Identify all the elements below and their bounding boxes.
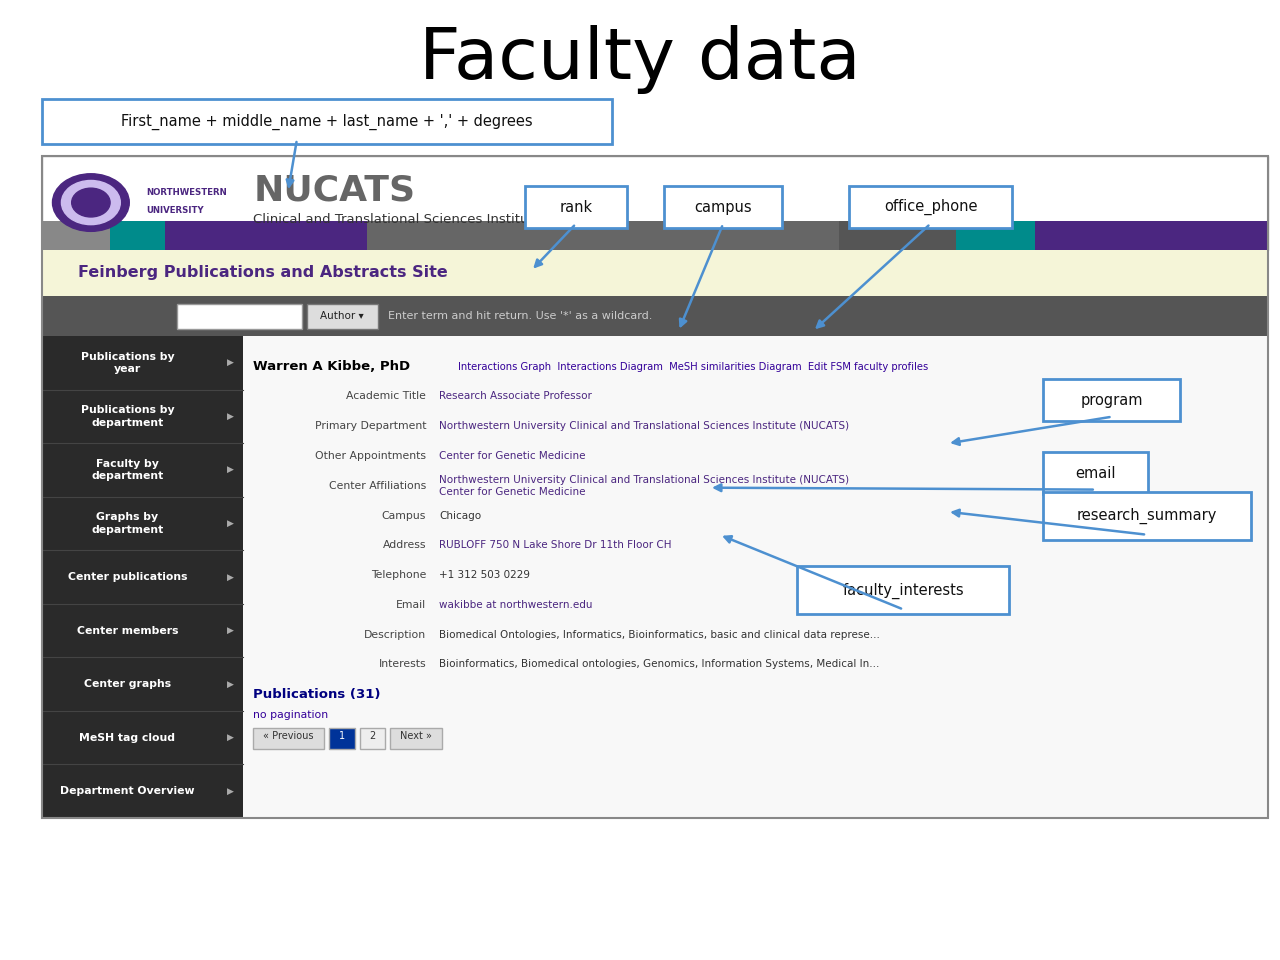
FancyBboxPatch shape [1043, 379, 1180, 421]
FancyBboxPatch shape [367, 221, 840, 250]
FancyBboxPatch shape [1043, 492, 1251, 540]
FancyBboxPatch shape [243, 336, 1268, 818]
Text: Enter term and hit return. Use '*' as a wildcard.: Enter term and hit return. Use '*' as a … [388, 311, 653, 321]
FancyBboxPatch shape [177, 304, 302, 329]
Text: ▶: ▶ [227, 733, 234, 742]
Text: Telephone: Telephone [371, 570, 426, 580]
Text: Clinical and Translational Sciences Institute: Clinical and Translational Sciences Inst… [253, 213, 543, 227]
Circle shape [52, 174, 129, 231]
Text: Center graphs: Center graphs [83, 679, 172, 689]
Text: no pagination: no pagination [253, 710, 329, 720]
FancyBboxPatch shape [1036, 221, 1268, 250]
FancyBboxPatch shape [1043, 452, 1148, 494]
Text: ▶: ▶ [227, 626, 234, 635]
Text: RUBLOFF 750 N Lake Shore Dr 11th Floor CH: RUBLOFF 750 N Lake Shore Dr 11th Floor C… [439, 540, 672, 550]
Text: MeSH tag cloud: MeSH tag cloud [79, 732, 175, 743]
Text: Center Affiliations: Center Affiliations [329, 481, 426, 491]
Text: Publications by
year: Publications by year [81, 351, 174, 374]
Text: Publications by
department: Publications by department [81, 405, 174, 427]
Text: 2: 2 [370, 732, 375, 741]
FancyBboxPatch shape [42, 336, 1268, 818]
Text: Primary Department: Primary Department [315, 421, 426, 431]
Text: campus: campus [694, 200, 753, 215]
Text: +1 312 503 0229: +1 312 503 0229 [439, 570, 530, 580]
Text: Publications (31): Publications (31) [253, 687, 381, 701]
Text: Author ▾: Author ▾ [320, 311, 364, 321]
Text: Next »: Next » [401, 732, 431, 741]
FancyBboxPatch shape [253, 728, 324, 749]
Text: ▶: ▶ [227, 358, 234, 368]
Circle shape [72, 188, 110, 217]
Text: ▶: ▶ [227, 786, 234, 796]
Text: Email: Email [396, 600, 426, 610]
Text: ▶: ▶ [227, 572, 234, 582]
Text: Graphs by
department: Graphs by department [91, 513, 164, 535]
Text: Department Overview: Department Overview [60, 786, 195, 796]
Text: ▶: ▶ [227, 412, 234, 420]
Text: UNIVERSITY: UNIVERSITY [146, 205, 204, 215]
FancyBboxPatch shape [42, 156, 1268, 250]
Text: Chicago: Chicago [439, 511, 481, 520]
Text: rank: rank [559, 200, 593, 215]
Text: ▶: ▶ [227, 519, 234, 528]
FancyBboxPatch shape [329, 728, 355, 749]
FancyBboxPatch shape [165, 221, 367, 250]
FancyBboxPatch shape [390, 728, 442, 749]
FancyBboxPatch shape [307, 304, 378, 329]
FancyBboxPatch shape [956, 221, 1036, 250]
Text: Center publications: Center publications [68, 572, 187, 582]
Text: Center for Genetic Medicine: Center for Genetic Medicine [439, 451, 585, 461]
Text: Interactions Graph  Interactions Diagram  MeSH similarities Diagram  Edit FSM fa: Interactions Graph Interactions Diagram … [458, 362, 928, 372]
Text: program: program [1080, 393, 1143, 408]
Text: Northwestern University Clinical and Translational Sciences Institute (NUCATS)
C: Northwestern University Clinical and Tra… [439, 475, 849, 496]
FancyBboxPatch shape [360, 728, 385, 749]
Text: ▶: ▶ [227, 680, 234, 688]
Text: Interests: Interests [379, 660, 426, 669]
FancyBboxPatch shape [42, 250, 1268, 296]
Text: Warren A Kibbe, PhD: Warren A Kibbe, PhD [253, 360, 411, 373]
FancyBboxPatch shape [42, 221, 110, 250]
Text: ▶: ▶ [227, 466, 234, 474]
Text: NORTHWESTERN: NORTHWESTERN [146, 188, 227, 198]
Text: Address: Address [383, 540, 426, 550]
FancyBboxPatch shape [664, 186, 782, 228]
Text: Research Associate Professor: Research Associate Professor [439, 392, 591, 401]
Text: email: email [1075, 466, 1116, 481]
Text: Campus: Campus [381, 511, 426, 520]
Text: research_summary: research_summary [1076, 508, 1217, 523]
Text: office_phone: office_phone [883, 200, 978, 215]
Text: Faculty by
department: Faculty by department [91, 459, 164, 481]
Text: Northwestern University Clinical and Translational Sciences Institute (NUCATS): Northwestern University Clinical and Tra… [439, 421, 849, 431]
Text: NUCATS: NUCATS [253, 173, 416, 207]
FancyBboxPatch shape [110, 221, 165, 250]
Text: « Previous: « Previous [264, 732, 314, 741]
FancyBboxPatch shape [797, 566, 1009, 614]
Text: Academic Title: Academic Title [347, 392, 426, 401]
Text: Description: Description [364, 630, 426, 639]
Text: wakibbe at northwestern.edu: wakibbe at northwestern.edu [439, 600, 593, 610]
Circle shape [61, 180, 120, 225]
FancyBboxPatch shape [849, 186, 1012, 228]
FancyBboxPatch shape [42, 99, 612, 144]
Text: Center members: Center members [77, 626, 178, 636]
Text: Faculty data: Faculty data [419, 25, 861, 94]
FancyBboxPatch shape [42, 296, 1268, 336]
Text: Bioinformatics, Biomedical ontologies, Genomics, Information Systems, Medical In: Bioinformatics, Biomedical ontologies, G… [439, 660, 879, 669]
FancyBboxPatch shape [525, 186, 627, 228]
Text: faculty_interests: faculty_interests [842, 583, 964, 598]
FancyBboxPatch shape [840, 221, 956, 250]
Text: Feinberg Publications and Abstracts Site: Feinberg Publications and Abstracts Site [78, 265, 448, 280]
Text: Other Appointments: Other Appointments [315, 451, 426, 461]
Text: First_name + middle_name + last_name + ',' + degrees: First_name + middle_name + last_name + '… [122, 113, 532, 130]
FancyBboxPatch shape [42, 336, 243, 818]
Text: Biomedical Ontologies, Informatics, Bioinformatics, basic and clinical data repr: Biomedical Ontologies, Informatics, Bioi… [439, 630, 879, 639]
Text: 1: 1 [339, 732, 344, 741]
